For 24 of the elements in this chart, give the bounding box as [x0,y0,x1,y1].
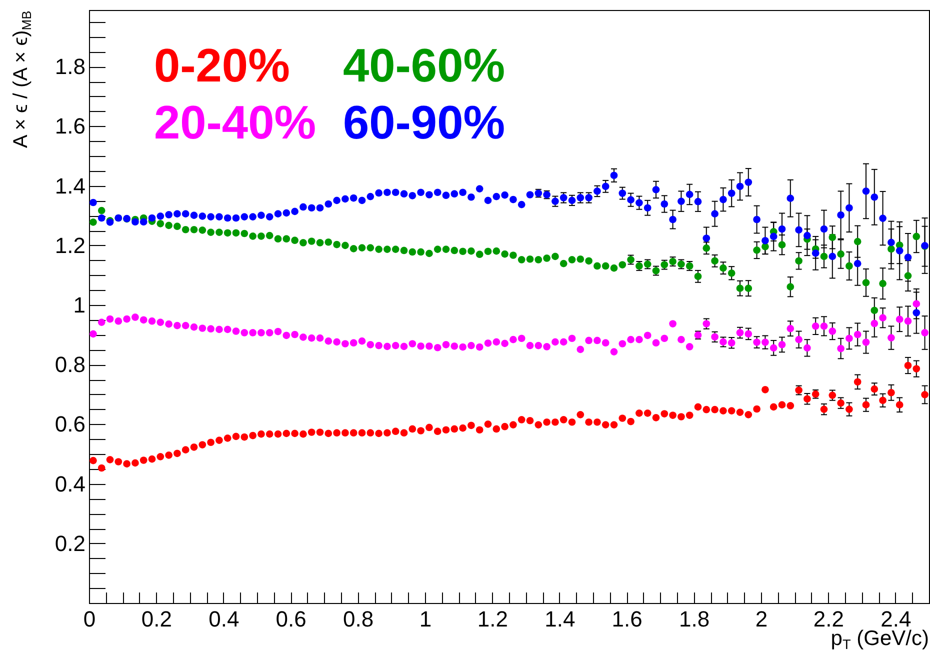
y-tick-label: 1.4 [54,173,86,198]
y-tick-label: 1.2 [54,232,86,258]
x-tick-label: 1.2 [477,606,508,632]
x-tick-label: 0 [83,606,96,632]
y-tick-label: 0.6 [54,412,86,437]
x-tick-label: 1.6 [612,606,642,632]
text: 40-60% [343,38,505,92]
text: 0-20% [154,38,290,92]
y-tick-label: 1 [73,292,86,318]
series-label: 60-90% [343,96,505,148]
x-tick-label: 2 [755,606,768,632]
y-tick-label: 0.4 [54,471,86,496]
x-tick-label: 0.6 [276,606,306,632]
x-tick-label: 1 [419,606,432,632]
x-tick-label: 0.8 [343,606,374,632]
x-tick-label: 0.4 [208,606,240,632]
x-tick-label: 1.8 [679,606,710,632]
text: 20-40% [154,96,316,148]
y-tick-label: 1.6 [54,114,86,139]
x-tick-label: 0.2 [141,606,172,632]
y-tick-label: 0.2 [54,530,86,556]
y-tick-label: 1.8 [54,54,86,80]
x-tick-label: 1.4 [544,606,576,632]
y-tick-label: 0.8 [54,352,86,378]
